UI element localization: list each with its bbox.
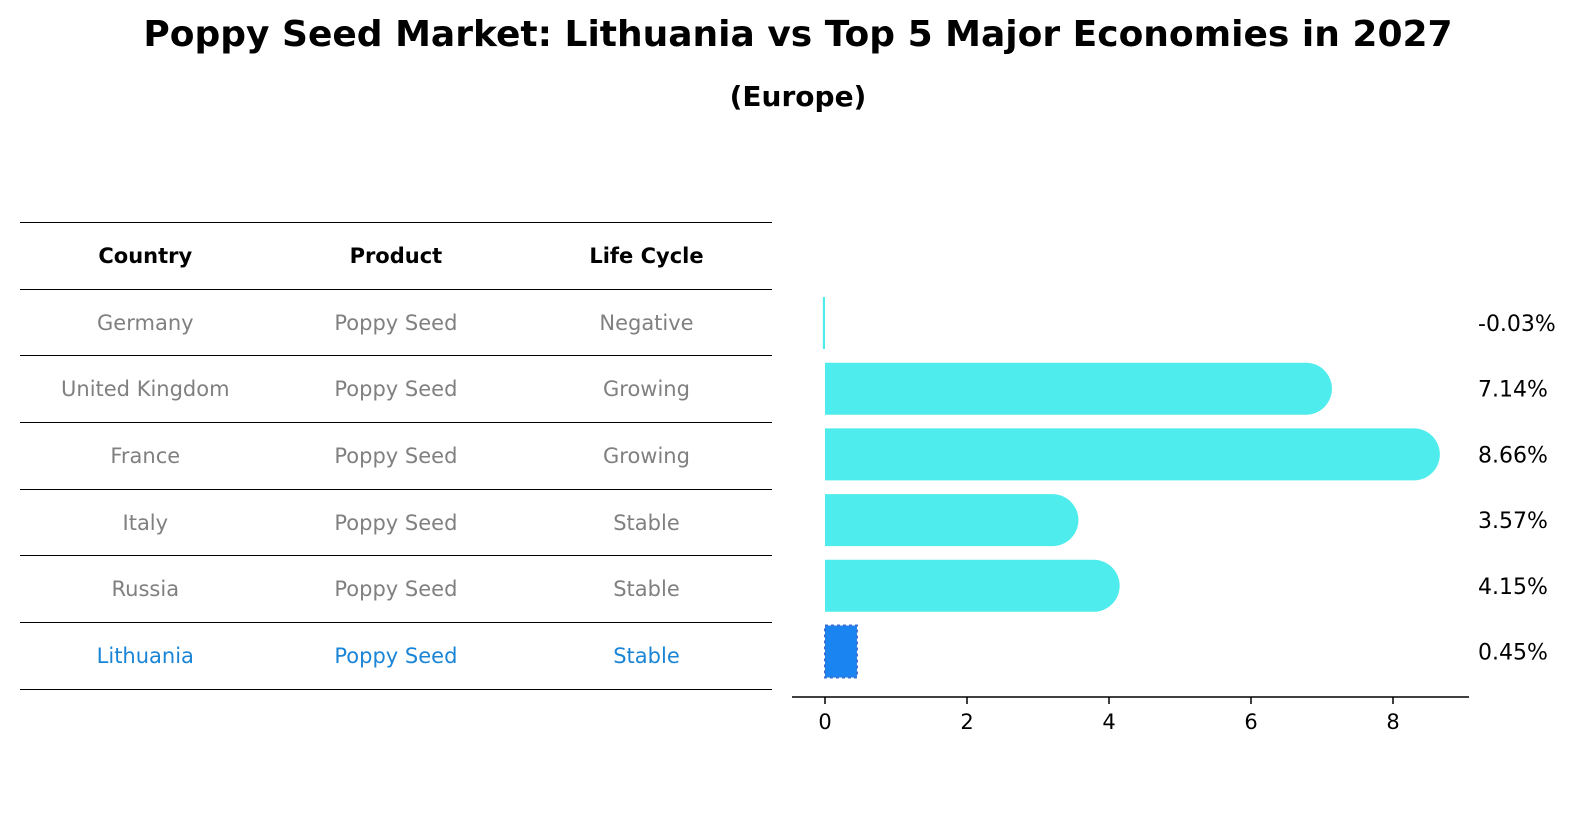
x-tick-label: 6 (1244, 710, 1257, 734)
cell-life-cycle: Stable (613, 577, 680, 602)
cell-country: Italy (122, 510, 169, 535)
bar-france (825, 428, 1440, 481)
cell-life-cycle: Stable (613, 510, 680, 535)
x-tick-label: 4 (1102, 710, 1115, 734)
table-row: Russia Poppy Seed Stable (20, 555, 772, 622)
table-row: France Poppy Seed Growing (20, 422, 772, 489)
table-row: United Kingdom Poppy Seed Growing (20, 355, 772, 422)
table-row-highlight: Lithuania Poppy Seed Stable (20, 622, 772, 690)
chart-title: Poppy Seed Market: Lithuania vs Top 5 Ma… (143, 14, 1453, 55)
chart-subtitle: (Europe) (729, 80, 867, 113)
cell-product: Poppy Seed (334, 310, 458, 335)
header-life-cycle: Life Cycle (589, 243, 704, 268)
data-label: -0.03% (1478, 312, 1556, 337)
market-table: Country Product Life Cycle Germany Poppy… (20, 222, 772, 690)
table-row: Germany Poppy Seed Negative (20, 288, 772, 356)
cell-life-cycle: Growing (603, 443, 690, 468)
bar-russia (825, 559, 1120, 612)
cell-life-cycle: Stable (613, 643, 680, 668)
x-tick-label: 8 (1386, 710, 1399, 734)
table-row: Italy Poppy Seed Stable (20, 488, 772, 556)
cell-product: Poppy Seed (334, 510, 458, 535)
x-tick-label: 2 (960, 710, 973, 734)
cell-product: Poppy Seed (334, 577, 458, 602)
cell-country: Russia (111, 577, 180, 602)
cell-product: Poppy Seed (334, 377, 458, 402)
bar-germany (822, 297, 825, 349)
cell-country: United Kingdom (61, 377, 230, 402)
data-label: 8.66% (1478, 443, 1548, 468)
data-label: 3.57% (1478, 509, 1548, 534)
cell-life-cycle: Growing (603, 377, 690, 402)
cell-country: Germany (97, 310, 194, 335)
cell-country: Lithuania (96, 643, 194, 668)
cell-life-cycle: Negative (599, 310, 694, 335)
bar-lithuania (824, 624, 858, 679)
table-header-row: Country Product Life Cycle (20, 222, 772, 289)
cell-country: France (110, 443, 181, 468)
header-country: Country (98, 243, 193, 268)
header-product: Product (349, 243, 443, 268)
data-label: 0.45% (1478, 641, 1548, 666)
data-label: 7.14% (1478, 378, 1548, 403)
data-label: 4.15% (1478, 575, 1548, 600)
cell-product: Poppy Seed (334, 443, 458, 468)
bar-italy (825, 494, 1079, 547)
bar-united-kingdom (825, 362, 1332, 415)
x-tick-label: 0 (818, 710, 831, 734)
cell-product: Poppy Seed (334, 643, 458, 668)
